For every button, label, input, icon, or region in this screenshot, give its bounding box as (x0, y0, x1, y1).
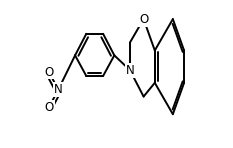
Text: N: N (54, 83, 63, 96)
Text: N: N (126, 64, 134, 77)
Text: O: O (44, 101, 54, 114)
Text: O: O (139, 13, 148, 26)
Text: O: O (44, 66, 54, 79)
